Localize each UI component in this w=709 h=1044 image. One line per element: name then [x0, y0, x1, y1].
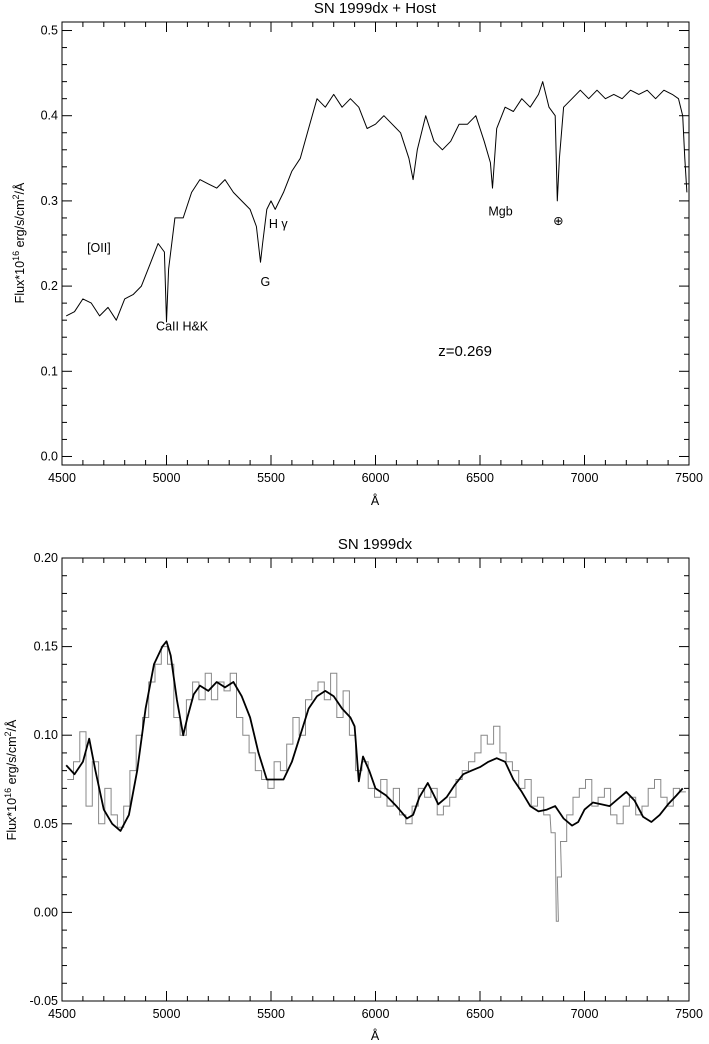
- y-tick-label: 0.2: [41, 279, 58, 293]
- line-annotation: H γ: [269, 217, 289, 231]
- x-tick-label: 4500: [48, 471, 76, 485]
- y-tick-label: 0.5: [41, 24, 58, 38]
- x-tick-label: 5000: [153, 471, 181, 485]
- series-group: [65, 640, 686, 922]
- y-tick-label: 0.0: [41, 449, 58, 463]
- x-axis-label: Å: [371, 1028, 380, 1043]
- plot-frame: [61, 557, 690, 1002]
- x-tick-label: 6000: [362, 1007, 390, 1021]
- x-tick-label: 5500: [257, 1007, 285, 1021]
- x-axis: 4500 5000 5500 6000 6500 7000 7500: [48, 558, 703, 1021]
- line-annotation: z=0.269: [438, 343, 492, 360]
- y-tick-label: -0.05: [30, 994, 59, 1008]
- x-axis: 4500 5000 5500 6000 6500 7000 7500: [48, 22, 703, 485]
- y-tick-label: 0.05: [34, 817, 58, 831]
- line-annotation: ⊕: [553, 214, 563, 228]
- x-tick-label: 5000: [153, 1007, 181, 1021]
- x-axis-label: Å: [371, 493, 380, 508]
- line-annotation: CaII H&K: [156, 319, 209, 333]
- y-axis-label: Flux*1016 erg/s/cm2/Å: [3, 719, 19, 840]
- x-tick-label: 6500: [466, 1007, 494, 1021]
- x-tick-label: 6500: [466, 471, 494, 485]
- x-tick-label: 7000: [571, 471, 599, 485]
- series-group: [65, 81, 688, 323]
- plot-frame: [61, 21, 690, 466]
- x-tick-label: 7500: [675, 471, 703, 485]
- chart-title: SN 1999dx + Host: [314, 0, 437, 17]
- line-annotation: G: [261, 275, 271, 289]
- y-tick-label: 0.1: [41, 364, 58, 378]
- x-tick-label: 6000: [362, 471, 390, 485]
- spectrum-line: [65, 640, 684, 832]
- chart-title: SN 1999dx: [338, 536, 413, 553]
- y-tick-label: 0.4: [41, 109, 58, 123]
- y-tick-label: 0.10: [34, 728, 58, 742]
- host-spectrum-panel: SN 1999dx + Host 4500 5000 5500 6000 6500 700…: [11, 0, 703, 508]
- y-tick-label: 0.00: [34, 905, 58, 919]
- histogram-spectrum-line: [67, 646, 686, 922]
- line-annotation: Mgb: [488, 204, 512, 218]
- line-annotations: [OII] CaII H&K G H γ Mgb ⊕ z=0.269: [87, 204, 564, 360]
- x-tick-label: 7000: [571, 1007, 599, 1021]
- sn-spectrum-panel: SN 1999dx 4500 5000 5500 6000 6500 7000 7500 -…: [3, 536, 703, 1043]
- y-axis: 0.0 0.1 0.2 0.3 0.4 0.5: [41, 24, 689, 463]
- spectrum-line: [65, 81, 688, 323]
- y-tick-label: 0.3: [41, 194, 58, 208]
- y-tick-label: 0.20: [34, 551, 58, 565]
- x-tick-label: 4500: [48, 1007, 76, 1021]
- y-tick-label: 0.15: [34, 640, 58, 654]
- x-tick-label: 7500: [675, 1007, 703, 1021]
- y-axis-label: Flux*1016 erg/s/cm2/Å: [11, 182, 27, 303]
- x-tick-label: 5500: [257, 471, 285, 485]
- y-axis: -0.05 0.00 0.05 0.10 0.15 0.20: [30, 551, 689, 1008]
- line-annotation: [OII]: [87, 241, 111, 255]
